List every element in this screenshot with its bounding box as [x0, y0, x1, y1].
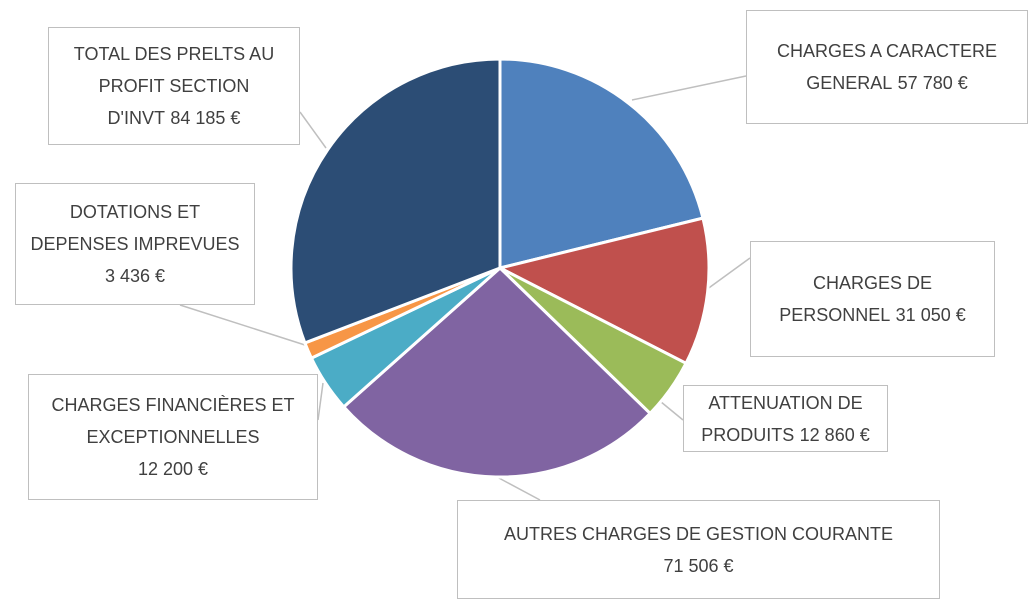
data-label-box: CHARGES A CARACTERE GENERAL 57 780 €	[746, 10, 1028, 124]
category-label: DOTATIONS ET DEPENSES IMPREVUES	[30, 202, 240, 254]
category-label: CHARGES A CARACTERE GENERAL	[776, 41, 998, 93]
data-label: ATTENUATION DE PRODUITS 12 860 €	[694, 387, 877, 451]
value-label: 12 860 €	[799, 424, 870, 445]
value-label: 3 436 €	[104, 266, 166, 286]
data-label: DOTATIONS ET DEPENSES IMPREVUES 3 436 €	[26, 196, 244, 292]
category-label: TOTAL DES PRELTS AU PROFIT SECTION D'INV…	[73, 44, 275, 128]
value-label: 71 506 €	[663, 555, 734, 576]
data-label: CHARGES A CARACTERE GENERAL 57 780 €	[757, 35, 1017, 99]
category-label: ATTENUATION DE PRODUITS	[701, 392, 863, 445]
leader-line	[705, 257, 751, 291]
value-label: 12 200 €	[137, 459, 209, 479]
pie-slice	[342, 266, 652, 479]
category-label: CHARGES FINANCIÈRES ET EXCEPTIONNELLES	[51, 395, 295, 447]
leader-line	[317, 382, 324, 421]
value-label: 84 185 €	[170, 108, 241, 128]
leader-line	[299, 111, 327, 149]
value-label: 57 780 €	[897, 73, 968, 93]
data-label: TOTAL DES PRELTS AU PROFIT SECTION D'INV…	[59, 38, 289, 134]
data-label-box: CHARGES DE PERSONNEL 31 050 €	[750, 241, 995, 357]
category-label: AUTRES CHARGES DE GESTION COURANTE	[503, 523, 894, 544]
data-label-box: TOTAL DES PRELTS AU PROFIT SECTION D'INV…	[48, 27, 300, 145]
leader-line	[496, 476, 541, 501]
leader-line	[631, 75, 747, 101]
data-label-box: AUTRES CHARGES DE GESTION COURANTE 71 506…	[457, 500, 940, 599]
data-label: CHARGES DE PERSONNEL 31 050 €	[761, 267, 984, 331]
pie-slice	[498, 57, 705, 270]
pie-slice	[498, 216, 711, 365]
pie-slice	[289, 57, 502, 345]
data-label-box: ATTENUATION DE PRODUITS 12 860 €	[683, 385, 888, 452]
category-label: CHARGES DE PERSONNEL	[779, 273, 933, 325]
data-label-box: DOTATIONS ET DEPENSES IMPREVUES 3 436 €	[15, 183, 255, 305]
data-label: AUTRES CHARGES DE GESTION COURANTE 71 506…	[504, 518, 893, 582]
value-label: 31 050 €	[895, 305, 966, 325]
data-label: CHARGES FINANCIÈRES ET EXCEPTIONNELLES 12…	[39, 389, 307, 485]
leader-line	[179, 304, 309, 347]
data-label-box: CHARGES FINANCIÈRES ET EXCEPTIONNELLES 12…	[28, 374, 318, 500]
